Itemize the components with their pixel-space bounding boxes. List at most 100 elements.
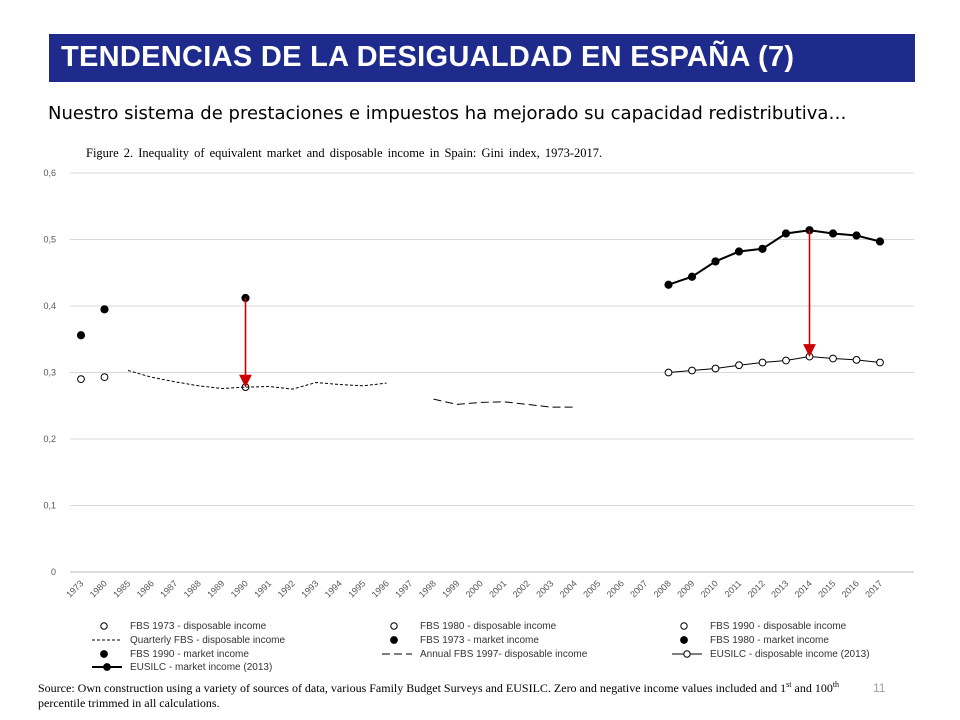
source-note: Source: Own construction using a variety… bbox=[38, 681, 868, 711]
y-tick-label: 0,2 bbox=[43, 434, 56, 444]
filled-marker bbox=[734, 247, 744, 256]
open-marker bbox=[77, 375, 85, 384]
legend-label: EUSILC - disposable income (2013) bbox=[710, 649, 870, 660]
legend-label: FBS 1973 - disposable income bbox=[130, 621, 267, 632]
x-tick-label: 2004 bbox=[558, 578, 579, 599]
x-tick-label: 1996 bbox=[370, 578, 391, 599]
x-tick-label: 1995 bbox=[346, 578, 367, 599]
legend-label: Annual FBS 1997- disposable income bbox=[420, 649, 588, 660]
x-tick-label: 2014 bbox=[793, 578, 814, 599]
open-marker bbox=[390, 622, 398, 630]
x-tick-label: 2016 bbox=[840, 578, 861, 599]
legend-label: EUSILC - market income (2013) bbox=[130, 662, 272, 673]
y-axis: 0 0,1 0,2 0,3 0,4 0,5 0,6 bbox=[43, 168, 56, 577]
open-marker bbox=[829, 354, 837, 363]
open-marker bbox=[876, 358, 884, 367]
series-fbs-1973-disposable-income bbox=[77, 375, 85, 384]
series-line bbox=[668, 355, 881, 373]
x-tick-label: 1993 bbox=[299, 578, 320, 599]
open-marker bbox=[100, 373, 109, 382]
x-axis: 1973 1980 1985 1986 1987 1988 1989 1990 1991 1992… bbox=[64, 578, 884, 599]
y-tick-label: 0,4 bbox=[43, 301, 56, 311]
filled-marker bbox=[103, 663, 111, 671]
open-marker bbox=[758, 358, 767, 367]
y-tick-label: 0,6 bbox=[43, 168, 56, 178]
title-bar: TENDENCIAS DE LA DESIGUALDAD EN ESPAÑA (… bbox=[49, 34, 915, 82]
legend-label: FBS 1990 - disposable income bbox=[710, 621, 847, 632]
x-tick-label: 2000 bbox=[464, 578, 485, 599]
x-tick-label: 2011 bbox=[723, 578, 744, 599]
open-marker bbox=[683, 650, 691, 658]
series-line bbox=[127, 370, 387, 390]
x-tick-label: 1999 bbox=[440, 578, 461, 599]
x-tick-label: 1988 bbox=[182, 578, 203, 599]
x-tick-label: 1973 bbox=[64, 578, 85, 599]
series-fbs-1973-market-income bbox=[76, 331, 86, 340]
x-tick-label: 1994 bbox=[323, 578, 344, 599]
x-tick-label: 1997 bbox=[393, 578, 414, 599]
source-text-1: Source: Own construction using a variety… bbox=[38, 681, 787, 695]
annotation-layer bbox=[239, 230, 816, 388]
page-number: 11 bbox=[873, 681, 886, 695]
series-line bbox=[668, 229, 881, 286]
x-tick-label: 2015 bbox=[816, 578, 837, 599]
filled-marker bbox=[664, 280, 673, 289]
x-tick-label: 1986 bbox=[135, 578, 156, 599]
legend-item: EUSILC - disposable income (2013) bbox=[672, 649, 870, 660]
x-tick-label: 2006 bbox=[605, 578, 626, 599]
open-marker bbox=[852, 355, 861, 364]
slide-subtitle: Nuestro sistema de prestaciones e impues… bbox=[48, 103, 847, 124]
series-line bbox=[433, 398, 575, 408]
source-sup-1: st bbox=[786, 680, 792, 689]
x-tick-label: 1990 bbox=[229, 578, 250, 599]
y-tick-label: 0 bbox=[51, 567, 56, 577]
open-marker bbox=[688, 366, 696, 375]
y-tick-label: 0,3 bbox=[43, 368, 56, 378]
y-tick-label: 0,1 bbox=[43, 501, 56, 511]
filled-marker bbox=[758, 244, 767, 253]
x-tick-label: 2001 bbox=[487, 578, 508, 599]
legend-item: Quarterly FBS - disposable income bbox=[92, 635, 286, 646]
gini-chart: 0 0,1 0,2 0,3 0,4 0,5 0,6 1973 1980 1985 1986 1987… bbox=[43, 168, 914, 673]
filled-marker bbox=[781, 229, 791, 238]
legend-item: FBS 1980 - disposable income bbox=[390, 621, 557, 632]
x-tick-label: 2010 bbox=[699, 578, 720, 599]
series-annual-fbs-1997-disposable-income bbox=[433, 398, 575, 408]
x-tick-label: 1985 bbox=[111, 578, 132, 599]
x-tick-label: 1987 bbox=[158, 578, 179, 599]
open-marker bbox=[711, 364, 720, 373]
series-layer bbox=[76, 226, 885, 408]
series-fbs-1980-market-income bbox=[100, 305, 109, 314]
x-tick-label: 2008 bbox=[652, 578, 673, 599]
x-tick-label: 1980 bbox=[88, 578, 109, 599]
open-marker bbox=[782, 356, 790, 365]
filled-marker bbox=[390, 636, 398, 644]
figure-caption: Figure 2. Inequality of equivalent marke… bbox=[86, 146, 603, 160]
filled-marker bbox=[875, 237, 885, 246]
open-marker bbox=[100, 622, 108, 630]
legend-item: Annual FBS 1997- disposable income bbox=[382, 649, 588, 660]
filled-marker bbox=[76, 331, 86, 340]
x-tick-label: 2012 bbox=[746, 578, 767, 599]
series-quarterly-fbs-disposable-income bbox=[127, 370, 387, 390]
legend-item: FBS 1990 - market income bbox=[100, 649, 249, 660]
legend-label: FBS 1973 - market income bbox=[420, 635, 539, 646]
open-marker bbox=[680, 622, 688, 630]
legend-item: FBS 1973 - disposable income bbox=[100, 621, 267, 632]
filled-marker bbox=[828, 229, 838, 238]
legend-item: FBS 1973 - market income bbox=[390, 635, 539, 646]
source-text-2: and 100 bbox=[791, 681, 833, 695]
x-tick-label: 1992 bbox=[276, 578, 297, 599]
series-fbs-1980-disposable-income bbox=[100, 373, 109, 382]
legend-label: FBS 1980 - disposable income bbox=[420, 621, 557, 632]
y-tick-label: 0,5 bbox=[43, 235, 56, 245]
legend-item: FBS 1980 - market income bbox=[680, 635, 829, 646]
series-eusilc-market-income-2013 bbox=[664, 226, 885, 289]
open-marker bbox=[664, 368, 673, 377]
filled-marker bbox=[687, 272, 697, 281]
filled-marker bbox=[711, 257, 720, 266]
x-tick-label: 2017 bbox=[863, 578, 884, 599]
open-marker bbox=[735, 361, 743, 370]
x-tick-label: 2007 bbox=[628, 578, 649, 599]
grid-layer bbox=[70, 172, 914, 573]
